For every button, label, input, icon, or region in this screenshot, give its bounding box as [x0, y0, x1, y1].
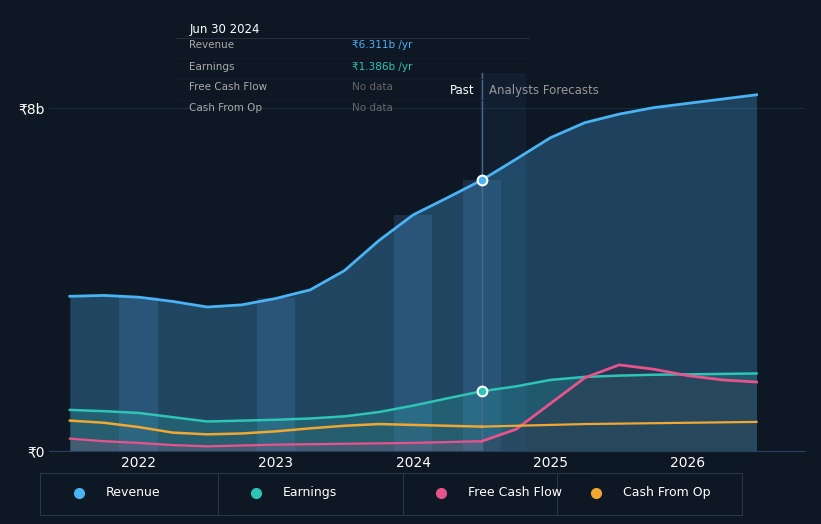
Text: Revenue: Revenue [106, 486, 160, 499]
Bar [462, 180, 501, 451]
Text: Cash From Op: Cash From Op [189, 103, 262, 113]
Text: Free Cash Flow: Free Cash Flow [469, 486, 562, 499]
Text: Analysts Forecasts: Analysts Forecasts [488, 84, 599, 97]
Bar [480, 73, 525, 451]
Text: Past: Past [451, 84, 475, 97]
Text: ₹1.386b /yr: ₹1.386b /yr [352, 62, 413, 72]
Text: Revenue: Revenue [189, 40, 234, 50]
FancyBboxPatch shape [218, 473, 403, 515]
Bar [257, 299, 295, 451]
Bar [119, 297, 158, 451]
Text: Cash From Op: Cash From Op [623, 486, 710, 499]
Text: Earnings: Earnings [189, 62, 235, 72]
Bar [394, 215, 433, 451]
Text: No data: No data [352, 82, 393, 92]
Text: Jun 30 2024: Jun 30 2024 [189, 23, 259, 36]
FancyBboxPatch shape [403, 473, 588, 515]
FancyBboxPatch shape [40, 473, 225, 515]
Text: Earnings: Earnings [283, 486, 337, 499]
Text: Free Cash Flow: Free Cash Flow [189, 82, 268, 92]
Text: No data: No data [352, 103, 393, 113]
Text: ₹6.311b /yr: ₹6.311b /yr [352, 40, 413, 50]
FancyBboxPatch shape [557, 473, 742, 515]
